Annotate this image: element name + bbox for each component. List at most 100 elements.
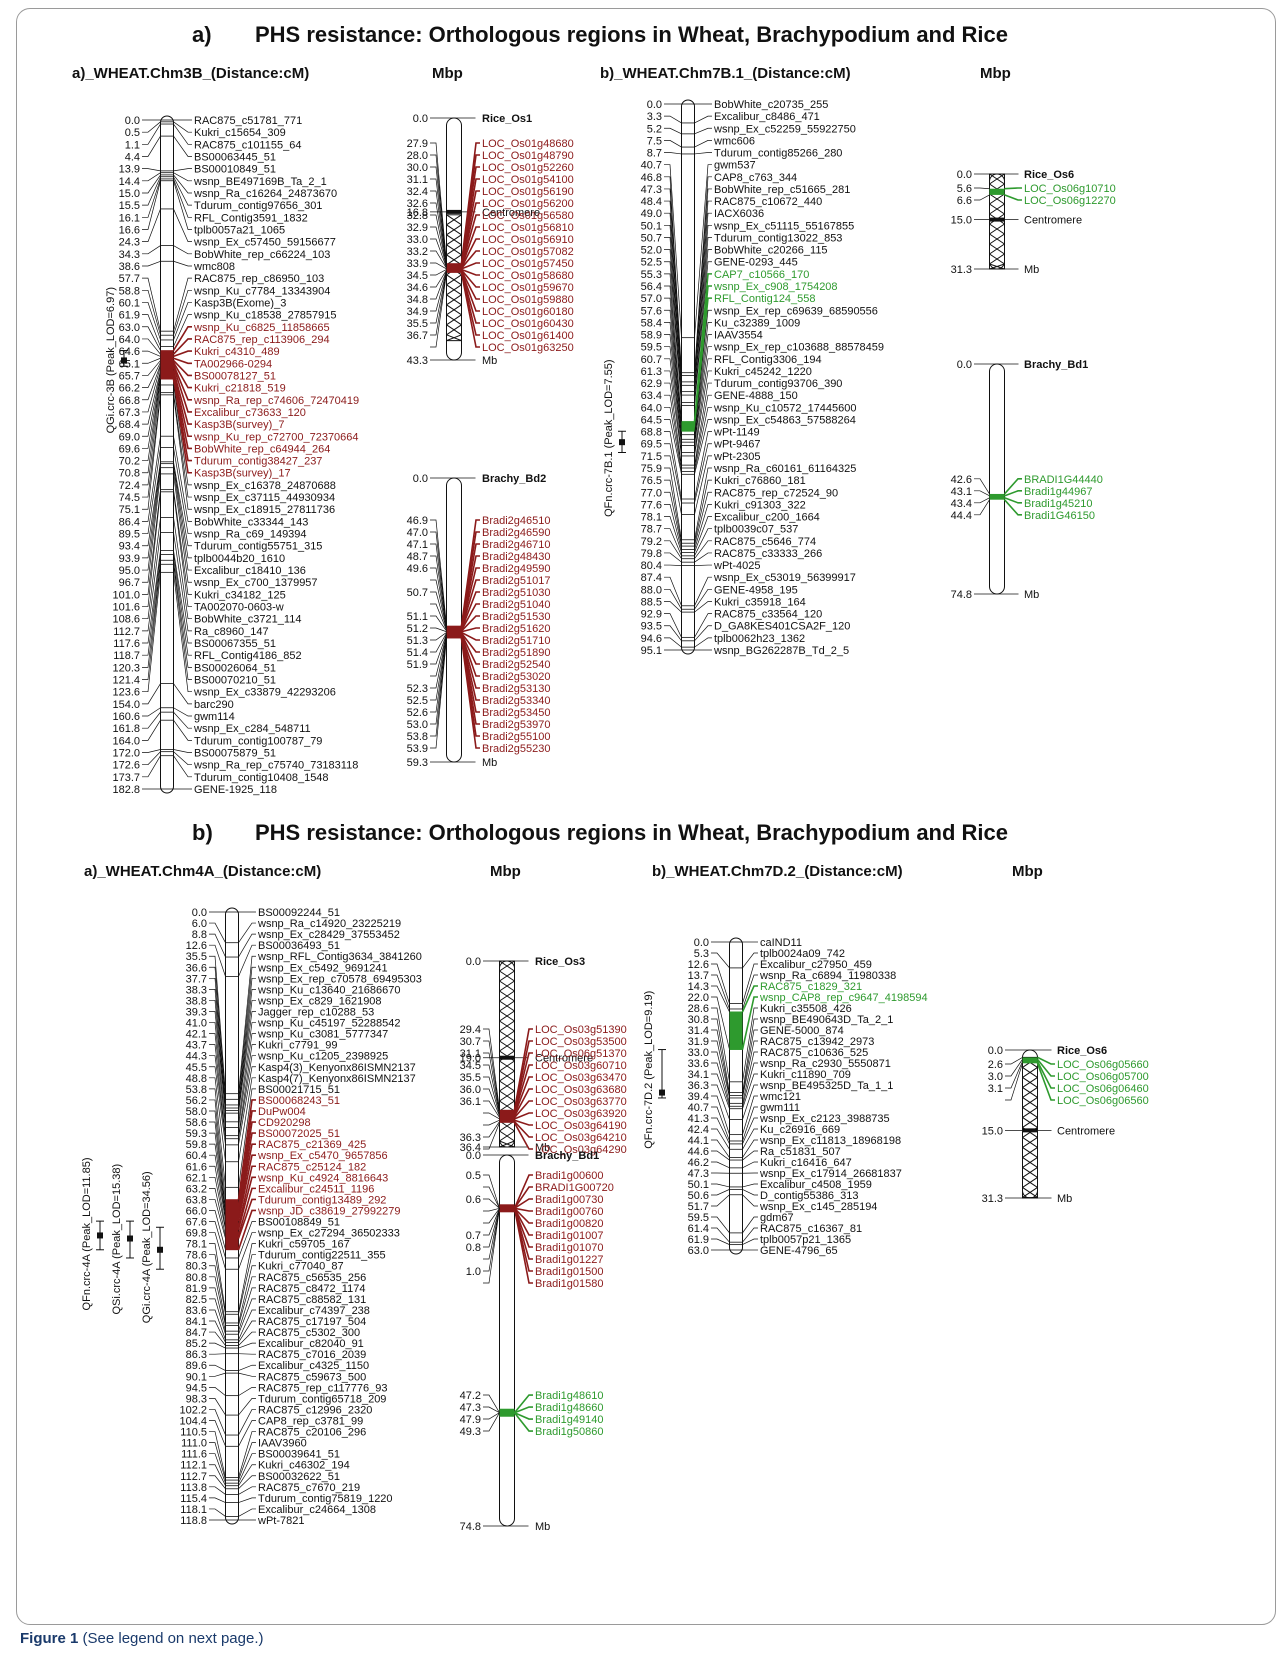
panel-b-wheat-2-marker-label: Ku_c26916_669	[760, 1124, 840, 1136]
panel-a-wheat-1-marker-label: BobWhite_c3721_114	[194, 614, 301, 626]
panel-b-wheat-1-qtl-2: QSi.crc-4A (Peak_LOD=15.38)	[111, 1164, 134, 1315]
panel-a-wheat-1-marker-position: 0.0	[125, 115, 140, 127]
panel-a-ortholog-1-hatch-line	[446, 234, 462, 246]
panel-a-wheat-2-marker-position: 77.6	[641, 499, 662, 511]
panel-a-wheat-2-pos-connector	[664, 309, 682, 435]
panel-b-wheat-1-marker-position: 59.3	[186, 1128, 207, 1140]
panel-a-wheat-2-label-connector	[694, 406, 712, 472]
panel-a-ortholog-1-hatch-line	[446, 324, 462, 336]
panel-b-wheat-1-pos-connector	[209, 1176, 226, 1230]
panel-a-wheat-1-marker-label: RFL_Contig4186_852	[194, 650, 302, 662]
panel-a-wheat-1-marker-label: wsnp_BE497169B_Ta_2_1	[193, 176, 327, 188]
figure-caption: Figure 1 (See legend on next page.)	[20, 1630, 264, 1647]
panel-a-ortholog-1-gene-label: LOC_Os01g57082	[482, 246, 574, 258]
panel-a-wheat-2-marker-label: CAP7_c10566_170	[714, 269, 809, 281]
panel-b-wheat-1-marker-label: RAC875_rep_c117776_93	[258, 1382, 387, 1394]
panel-a-wheat-2-pos-connector	[664, 358, 682, 453]
panel-a-wheat-2-label-connector	[694, 309, 712, 435]
panel-a-ortholog-2-gene-label: Bradi2g53340	[482, 695, 551, 707]
panel-b-wheat-2-marker-label: wsnp_BE490643D_Ta_2_1	[759, 1014, 893, 1026]
panel-a-wheat-1-marker-label: barc290	[194, 699, 234, 711]
panel-a-ortholog-1-gene-label: LOC_Os01g61400	[482, 330, 574, 342]
panel-a-wheat-1-marker-position: 89.5	[119, 529, 140, 541]
panel-a-wheat-1-label-connector	[173, 436, 192, 522]
panel-a-ortholog-2-gene-label: Bradi2g46710	[482, 539, 551, 551]
panel-a-wheat-2-label-connector	[694, 504, 712, 550]
panel-a-wheat-1-marker-position: 1.1	[125, 139, 140, 151]
panel-b-ortholog-2-gene-position: 49.3	[460, 1426, 481, 1438]
panel-a-wheat-1-marker-position: 123.6	[112, 687, 140, 699]
panel-a-ortholog-2-gene-position: 53.9	[407, 743, 428, 755]
panel-b-wheat-1-marker-position: 102.2	[179, 1404, 207, 1416]
panel-a-wheat-1-pos-connector	[142, 379, 161, 474]
panel-a-ortholog-1-gene-position: 34.8	[407, 294, 428, 306]
panel-a-wheat-2-label-connector	[694, 455, 712, 515]
panel-a-ortholog-3-hatch-line	[989, 173, 1005, 185]
panel-a-ortholog-2-gene-position: 51.3	[407, 635, 428, 647]
panel-b-wheat-2-marker-label: GENE-4796_65	[760, 1245, 838, 1257]
panel-a-wheat-2-pos-connector	[664, 285, 682, 428]
panel-a-wheat-2-marker-position: 87.4	[641, 572, 662, 584]
panel-b-wheat-1-marker-label: wsnp_JD_c38619_27992279	[257, 1205, 401, 1217]
panel-a-wheat-1-marker-position: 13.9	[119, 164, 140, 176]
panel-b-wheat-2-label-connector	[742, 1194, 758, 1207]
panel-a-wheat-2-label-connector	[694, 516, 712, 553]
panel-a-wheat-1-marker-position: 4.4	[125, 151, 140, 163]
panel-a-wheat-1-label-connector	[173, 711, 192, 729]
panel-b-wheat-1-marker-position: 89.6	[186, 1360, 207, 1372]
panel-a-ortholog-2-gene-connector	[461, 627, 480, 633]
panel-a-ortholog-1-gene-pos-connector	[430, 262, 447, 270]
panel-a-ortholog-1-gene-label: LOC_Os01g57450	[482, 258, 574, 270]
panel-b-wheat-1-marker-position: 63.8	[186, 1194, 207, 1206]
panel-a-ortholog-2-gene-connector	[460, 591, 480, 631]
panel-a-wheat-2-marker-position: 92.9	[641, 609, 662, 621]
panel-b-wheat-1-label-connector	[238, 1298, 256, 1335]
panel-a-ortholog-4-gene-position: 44.4	[951, 510, 972, 522]
panel-a-wheat-2-label-connector	[694, 140, 712, 148]
panel-a-wheat-1-marker-position: 72.4	[119, 480, 140, 492]
panel-a-ortholog-2-gene-pos-connector	[430, 638, 447, 749]
panel-a-ortholog-1-gene-position: 33.2	[407, 246, 428, 258]
panel-b-ortholog-2-gene-pos-connector	[483, 1208, 500, 1224]
panel-b-title: PHS resistance: Orthologous regions in W…	[255, 820, 1008, 845]
figure-frame	[16, 8, 1276, 1625]
panel-b-ortholog-2-gene-pos-connector	[483, 1208, 500, 1272]
panel-a-wheat-1-marker-label: Kasp3B(survey)_7	[194, 419, 285, 431]
panel-b-wheat-1-marker-label: wsnp_Ex_c829_1621908	[257, 995, 382, 1007]
panel-b-wheat-1-label-connector	[238, 933, 256, 958]
panel-b-wheat-2-marker-label: wmc121	[759, 1091, 801, 1103]
panel-a-wheat-2-pos-connector	[664, 176, 682, 373]
panel-a-ortholog-3-gene-pos-connector	[974, 187, 990, 190]
panel-a-ortholog-4-bottom-position: 74.8	[951, 589, 972, 601]
panel-b-wheat-2-marker-label: wsnp_CAP8_rep_c9647_4198594	[759, 992, 928, 1004]
panel-a-wheat-1-pos-connector	[142, 554, 161, 656]
panel-b-ortholog-1-gene-connector	[513, 1120, 533, 1138]
panel-b-letter: b)	[192, 820, 213, 845]
panel-b-wheat-1-qtl-peak	[127, 1235, 133, 1242]
panel-a-wheat-2-pos-connector	[664, 637, 682, 648]
panel-a-ortholog-2-gene-label: Bradi2g53020	[482, 671, 551, 683]
panel-b-wheat-2: b)_WHEAT.Chm7D.2_(Distance:cM) 0.0 caIND11…	[643, 863, 928, 1257]
panel-a-wheat-2-marker-position: 3.3	[647, 111, 662, 123]
panel-a-wheat-2-pos-connector	[664, 540, 682, 559]
panel-b-wheat-1-label-connector	[238, 1000, 256, 1111]
panel-b-ortholog-3-gene-connector	[1036, 1063, 1055, 1101]
panel-b-ortholog-1-gene-label: LOC_Os03g63680	[535, 1084, 627, 1096]
panel-b-wheat-1-label-connector	[238, 1409, 256, 1436]
panel-b-wheat-1-marker-label: DuPw004	[258, 1106, 306, 1118]
panel-a-wheat-1-pos-connector	[142, 720, 161, 741]
panel-a-wheat-2-marker-position: 60.7	[641, 354, 662, 366]
panel-a-wheat-2-marker-label: wsnp_Ex_c54863_57588264	[713, 414, 856, 426]
panel-a-ortholog-1-gene-label: LOC_Os01g63250	[482, 342, 574, 354]
panel-b-wheat-1-marker-position: 56.2	[186, 1095, 207, 1107]
panel-a-wheat-1-pos-connector	[142, 384, 161, 486]
panel-b-ortholog-2-gene-connector	[513, 1186, 533, 1209]
panel-a-wheat-1-marker-label: Tdurum_contig55751_315	[194, 541, 322, 553]
panel-a-wheat-2-marker-position: 88.5	[641, 596, 662, 608]
panel-a-wheat-1-marker-position: 68.4	[119, 419, 140, 431]
panel-a-wheat-1-marker-position: 64.6	[119, 346, 140, 358]
panel-a-ortholog-1-gene-position: 32.8	[407, 210, 428, 222]
panel-a-ortholog-2-gene-label: Bradi2g51620	[482, 623, 551, 635]
panel-a-ortholog-4-mb-label: Mb	[1024, 589, 1039, 601]
panel-b-wheat-1-pos-connector	[209, 933, 226, 958]
